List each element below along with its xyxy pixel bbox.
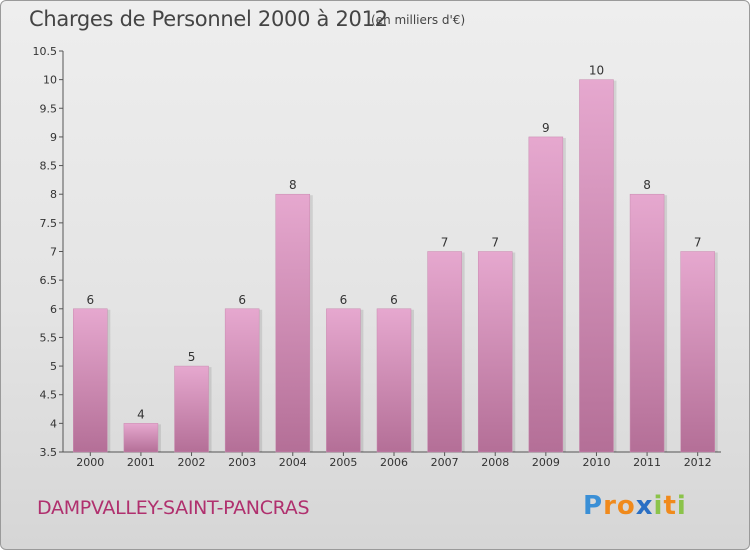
- value-label: 8: [289, 178, 297, 192]
- x-tick-label: 2003: [228, 456, 256, 469]
- y-tick-label: 10: [43, 74, 57, 87]
- logo-letter: x: [635, 491, 654, 521]
- value-label: 9: [542, 121, 550, 135]
- y-tick-label: 9: [50, 131, 57, 144]
- chart-subtitle: (en milliers d'€): [371, 13, 466, 27]
- commune-name: DAMPVALLEY-SAINT-PANCRAS: [37, 497, 310, 519]
- value-label: 6: [238, 293, 246, 307]
- x-tick-label: 2010: [582, 456, 610, 469]
- bar-2002: [174, 365, 209, 453]
- bar-2007: [427, 251, 462, 453]
- logo-letter: o: [616, 491, 636, 521]
- chart-title: Charges de Personnel 2000 à 2012: [29, 7, 388, 31]
- value-label: 4: [137, 407, 145, 421]
- value-label: 7: [491, 236, 499, 250]
- x-tick-label: 2011: [633, 456, 661, 469]
- y-tick-label: 10.5: [33, 45, 58, 58]
- bar-2003: [224, 308, 260, 453]
- bar-2004: [275, 193, 311, 453]
- x-tick-label: 2007: [431, 456, 459, 469]
- y-tick-label: 6.5: [40, 274, 58, 287]
- value-label: 7: [441, 236, 449, 250]
- x-tick-label: 2004: [279, 456, 307, 469]
- proxiti-logo: Proxiti: [583, 491, 687, 521]
- value-label: 6: [390, 293, 398, 307]
- logo-letter: P: [583, 491, 604, 521]
- x-tick-label: 2001: [127, 456, 155, 469]
- bar-2012: [680, 251, 715, 453]
- bar-2010: [579, 79, 614, 453]
- value-label: 6: [340, 293, 348, 307]
- value-label: 7: [694, 236, 702, 250]
- x-tick-label: 2012: [684, 456, 712, 469]
- y-tick-label: 4: [50, 417, 57, 430]
- x-tick-label: 2000: [76, 456, 104, 469]
- value-label: 8: [643, 178, 651, 192]
- logo-letter: r: [603, 491, 617, 521]
- y-tick-label: 7: [50, 246, 57, 259]
- logo-letter: i: [676, 491, 687, 521]
- bar-2009: [528, 136, 564, 453]
- value-label: 5: [188, 350, 196, 364]
- y-tick-label: 5.5: [40, 331, 58, 344]
- y-tick-label: 7.5: [40, 217, 58, 230]
- bar-2001: [123, 423, 159, 453]
- bar-2008: [477, 251, 513, 453]
- bar-2006: [376, 308, 412, 453]
- bar-2000: [73, 308, 108, 453]
- y-tick-label: 3.5: [40, 446, 58, 459]
- logo-letter: t: [663, 491, 677, 521]
- y-tick-label: 5: [50, 360, 57, 373]
- y-tick-label: 6: [50, 303, 57, 316]
- y-tick-label: 8: [50, 188, 57, 201]
- x-tick-label: 2005: [329, 456, 357, 469]
- logo-letter: i: [653, 491, 664, 521]
- x-tick-label: 2009: [532, 456, 560, 469]
- y-tick-label: 9.5: [40, 102, 58, 115]
- y-tick-label: 4.5: [40, 389, 58, 402]
- x-tick-label: 2008: [481, 456, 509, 469]
- bar-2011: [629, 193, 665, 453]
- x-tick-label: 2002: [178, 456, 206, 469]
- value-label: 6: [86, 293, 94, 307]
- x-tick-label: 2006: [380, 456, 408, 469]
- bar-2005: [326, 308, 361, 453]
- value-label: 10: [589, 64, 604, 78]
- y-tick-label: 8.5: [40, 160, 58, 173]
